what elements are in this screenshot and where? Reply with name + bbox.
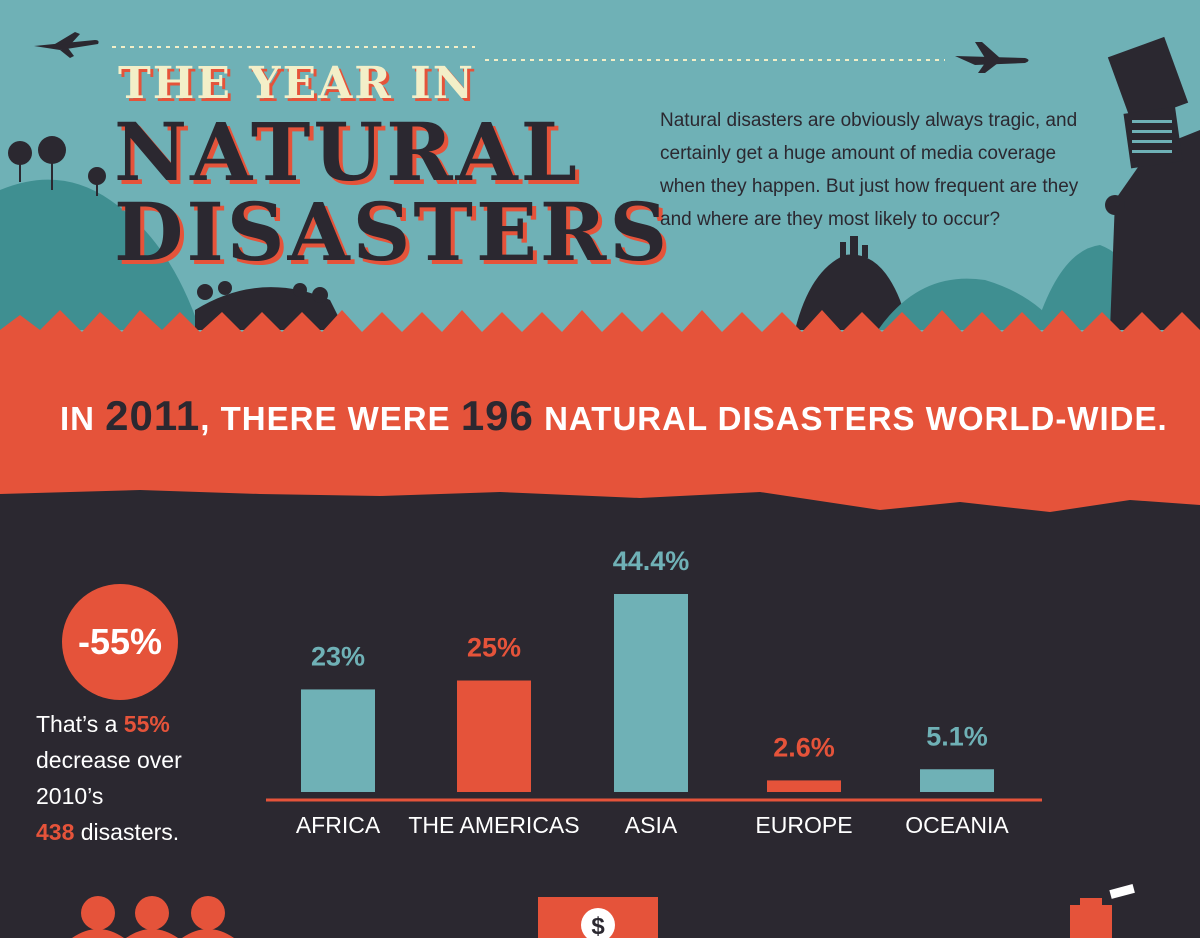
note-text-4: disasters.: [80, 819, 180, 845]
bar-africa: [301, 689, 375, 792]
bar-value-label: 23%: [311, 641, 365, 671]
plane-right-icon: [955, 42, 1029, 73]
bar-the-americas: [457, 680, 531, 792]
hill-dark-right: [795, 254, 910, 330]
svg-text:$: $: [591, 913, 605, 938]
note-text-1: That’s a: [36, 711, 118, 737]
plane-left-icon: [34, 32, 99, 58]
title-line-2: NATURAL: [114, 105, 580, 199]
bar-value-label: 5.1%: [926, 721, 988, 751]
headline-year: 2011: [105, 392, 201, 439]
people-icon: [72, 896, 234, 938]
bar-europe: [767, 780, 841, 792]
headline-count: 196: [460, 392, 534, 439]
title-line-1: THE YEAR IN: [118, 58, 475, 109]
trees-left-icon: [8, 136, 328, 303]
note-highlight-pct: 55%: [123, 711, 170, 737]
category-label: OCEANIA: [905, 812, 1009, 838]
headline: IN 2011, THERE WERE 196 NATURAL DISASTER…: [60, 392, 1167, 440]
bar-asia: [614, 594, 688, 792]
bar-oceania: [920, 769, 994, 792]
change-badge: -55%: [62, 584, 178, 700]
bar-value-label: 25%: [467, 633, 521, 663]
category-label: ASIA: [625, 812, 678, 838]
red-band: [0, 310, 1200, 512]
note-text-2: decrease over: [36, 747, 182, 773]
building-icon: [1070, 884, 1135, 938]
bar-value-label: 2.6%: [773, 732, 835, 762]
note-highlight-count: 438: [36, 819, 75, 845]
headline-prefix: IN: [60, 400, 95, 437]
note-text-3: 2010’s: [36, 783, 104, 809]
category-label: EUROPE: [755, 812, 852, 838]
hill-left: [0, 179, 200, 330]
bar-value-label: 44.4%: [613, 546, 690, 576]
category-label: THE AMERICAS: [408, 812, 579, 838]
headline-suffix: NATURAL DISASTERS WORLD-WIDE.: [544, 400, 1168, 437]
category-label: AFRICA: [296, 812, 381, 838]
intro-paragraph: Natural disasters are obviously always t…: [660, 110, 1079, 230]
building-windows: [1132, 120, 1172, 153]
hill-right: [878, 278, 1060, 330]
headline-middle: , THERE WERE: [200, 400, 451, 437]
dollar-icon: $: [538, 897, 658, 938]
change-note: That’s a 55% decrease over 2010’s 438 di…: [36, 706, 236, 850]
title-line-3: DISASTERS: [114, 185, 671, 279]
